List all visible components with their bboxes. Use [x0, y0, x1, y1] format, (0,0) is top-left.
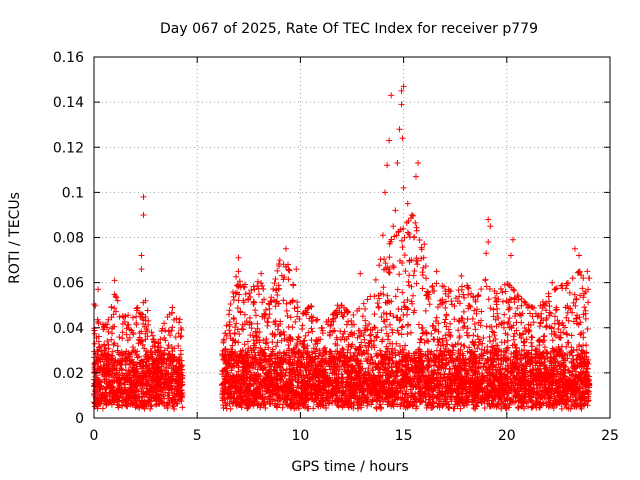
roti-point — [507, 252, 514, 259]
x-tick-label: 5 — [193, 428, 202, 444]
x-tick-label: 10 — [291, 428, 309, 444]
roti-point — [509, 236, 516, 243]
roti-point — [398, 101, 405, 108]
y-tick-label: 0.06 — [53, 276, 84, 292]
roti-point — [433, 268, 440, 275]
y-tick-label: 0.16 — [53, 50, 84, 66]
roti-point — [485, 239, 492, 246]
roti-point — [111, 277, 118, 284]
roti-point — [394, 160, 401, 167]
x-tick-label: 20 — [498, 428, 516, 444]
roti-point — [138, 266, 145, 273]
roti-point — [421, 241, 428, 248]
axis-ticks: 0 5 10 15 20 25 0 0.02 0.04 0.06 0.08 0.1 0.12 0.14 0.… — [53, 50, 619, 444]
roti-point — [584, 268, 591, 275]
roti-point — [400, 184, 407, 191]
roti-point — [258, 270, 265, 277]
roti-point — [415, 160, 422, 167]
roti-point — [282, 245, 289, 252]
roti-point — [549, 279, 556, 286]
x-tick-label: 15 — [395, 428, 413, 444]
roti-point — [458, 272, 465, 279]
roti-point — [379, 232, 386, 239]
roti-point — [398, 87, 405, 94]
roti-point — [382, 189, 389, 196]
y-tick-label: 0.1 — [62, 185, 84, 201]
data-points — [91, 83, 593, 412]
roti-point — [410, 234, 417, 241]
roti-point-cloud — [91, 212, 593, 412]
roti-point — [396, 126, 403, 133]
roti-point — [408, 211, 415, 218]
roti-point — [140, 211, 147, 218]
x-axis-label: GPS time / hours — [291, 459, 408, 475]
y-tick-label: 0.04 — [53, 321, 84, 337]
roti-point — [235, 254, 242, 261]
roti-point — [235, 268, 242, 275]
y-tick-label: 0 — [75, 411, 84, 427]
roti-point — [483, 250, 490, 257]
roti-point — [285, 261, 292, 268]
roti-point — [384, 162, 391, 169]
y-tick-label: 0.14 — [53, 95, 84, 111]
roti-point — [309, 317, 316, 324]
roti-point — [293, 266, 300, 273]
roti-point — [386, 137, 393, 144]
roti-point — [571, 245, 578, 252]
roti-point — [485, 216, 492, 223]
roti-point — [392, 207, 399, 214]
y-tick-label: 0.12 — [53, 140, 84, 156]
roti-point — [138, 252, 145, 259]
roti-point — [399, 135, 406, 142]
y-axis-label: ROTI / TECUs — [7, 192, 23, 284]
roti-point — [576, 252, 583, 259]
roti-point — [357, 270, 364, 277]
roti-point — [140, 193, 147, 200]
roti-point — [334, 302, 341, 309]
roti-point — [388, 92, 395, 99]
x-tick-label: 0 — [90, 428, 99, 444]
x-tick-label: 25 — [601, 428, 619, 444]
roti-point — [390, 223, 397, 230]
roti-point — [95, 286, 102, 293]
roti-point — [404, 200, 411, 207]
roti-point — [400, 83, 407, 90]
roti-point — [487, 223, 494, 230]
chart-title: Day 067 of 2025, Rate Of TEC Index for r… — [160, 21, 538, 37]
roti-point — [169, 304, 176, 311]
y-tick-label: 0.02 — [53, 366, 84, 382]
y-tick-label: 0.08 — [53, 231, 84, 247]
roti-point — [412, 173, 419, 180]
